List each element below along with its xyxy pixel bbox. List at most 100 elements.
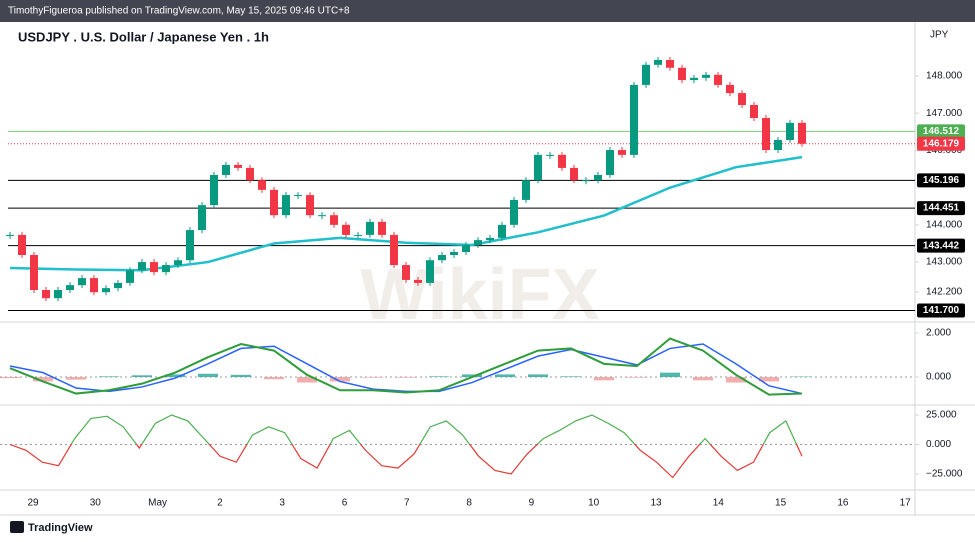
currency: JPY <box>930 30 949 41</box>
brand-logo <box>10 521 24 533</box>
price-label: 145.196 <box>923 175 960 186</box>
candle <box>594 174 602 181</box>
x-tick-label: 6 <box>342 498 348 509</box>
y-tick-label: 144.000 <box>926 219 963 230</box>
x-tick-label: 30 <box>90 498 102 509</box>
macd-signal <box>9 343 803 395</box>
macd-histogram <box>693 377 713 381</box>
macd-histogram <box>495 374 515 378</box>
x-tick-label: 9 <box>529 498 535 509</box>
macd-histogram <box>297 377 317 383</box>
candle <box>498 224 506 238</box>
macd-histogram <box>660 372 680 378</box>
price-label: 143.442 <box>923 240 960 251</box>
candle <box>666 59 674 68</box>
oscillator-down <box>9 444 803 479</box>
candle <box>702 74 710 78</box>
candle <box>606 150 614 175</box>
candle <box>246 167 254 181</box>
y-tick-label: 0.000 <box>926 439 951 450</box>
candle <box>654 59 662 65</box>
brand: TradingView <box>28 522 93 534</box>
publisher-bar <box>0 0 975 22</box>
macd-histogram <box>363 377 383 378</box>
candle <box>522 180 530 200</box>
candle <box>294 195 302 197</box>
candle <box>78 278 86 286</box>
candle <box>198 205 206 231</box>
candle <box>162 265 170 273</box>
candle <box>354 234 362 236</box>
x-tick-label: 29 <box>27 498 39 509</box>
candle <box>534 154 542 181</box>
macd-histogram <box>462 374 482 378</box>
candle <box>138 262 146 271</box>
candle <box>42 289 50 299</box>
candle <box>486 237 494 241</box>
candle <box>762 118 770 151</box>
candle <box>126 270 134 283</box>
candle <box>690 77 698 81</box>
candle <box>714 74 722 85</box>
macd-histogram <box>0 377 20 379</box>
candle <box>318 215 326 217</box>
y-tick-label: 25.000 <box>926 410 957 421</box>
candle <box>642 64 650 85</box>
candle <box>222 164 230 175</box>
macd-histogram <box>231 374 251 378</box>
x-tick-label: 16 <box>837 498 849 509</box>
price-label-bg <box>917 173 965 188</box>
candle <box>750 105 758 119</box>
x-tick-label: 17 <box>900 498 912 509</box>
candle <box>738 93 746 106</box>
price-label-bg <box>917 124 965 139</box>
publisher-line: TimothyFigueroa published on TradingView… <box>8 6 350 17</box>
macd-histogram <box>726 377 746 383</box>
candle <box>18 234 26 256</box>
candle <box>390 234 398 266</box>
candle <box>366 221 374 235</box>
candle <box>6 234 14 236</box>
candle <box>66 285 74 290</box>
y-tick-label: 2.000 <box>926 328 951 339</box>
candle <box>558 154 566 168</box>
candle <box>618 150 626 155</box>
price-label-bg <box>917 238 965 253</box>
y-tick-label: 142.200 <box>926 286 963 297</box>
candle <box>774 139 782 151</box>
price-label: 144.451 <box>923 203 960 214</box>
macd-histogram <box>33 377 53 382</box>
y-tick-label: 143.000 <box>926 257 963 268</box>
chart-title: USDJPY . U.S. Dollar / Japanese Yen . 1h <box>18 29 269 44</box>
candle <box>414 279 422 283</box>
macd-histogram <box>330 377 350 382</box>
candle <box>114 282 122 289</box>
candle <box>570 167 578 181</box>
y-tick-label: 0.000 <box>926 372 951 383</box>
macd-histogram <box>264 377 284 380</box>
x-tick-label: 10 <box>588 498 600 509</box>
candle <box>678 67 686 81</box>
candle <box>186 230 194 261</box>
oscillator-up <box>10 414 798 444</box>
candle <box>342 224 350 235</box>
candle <box>462 244 470 253</box>
x-tick-label: 13 <box>650 498 662 509</box>
macd-histogram <box>594 377 614 381</box>
candle <box>306 195 314 216</box>
candle <box>786 122 794 140</box>
x-tick-label: 15 <box>775 498 787 509</box>
candle <box>474 240 482 245</box>
x-tick-label: May <box>148 498 167 509</box>
candle <box>438 255 446 261</box>
price-label-bg <box>917 201 965 216</box>
candle <box>426 260 434 283</box>
candle <box>90 278 98 293</box>
candle <box>210 174 218 206</box>
candle <box>30 255 38 290</box>
candle <box>378 221 386 235</box>
x-tick-label: 2 <box>217 498 223 509</box>
macd-histogram <box>396 377 416 378</box>
